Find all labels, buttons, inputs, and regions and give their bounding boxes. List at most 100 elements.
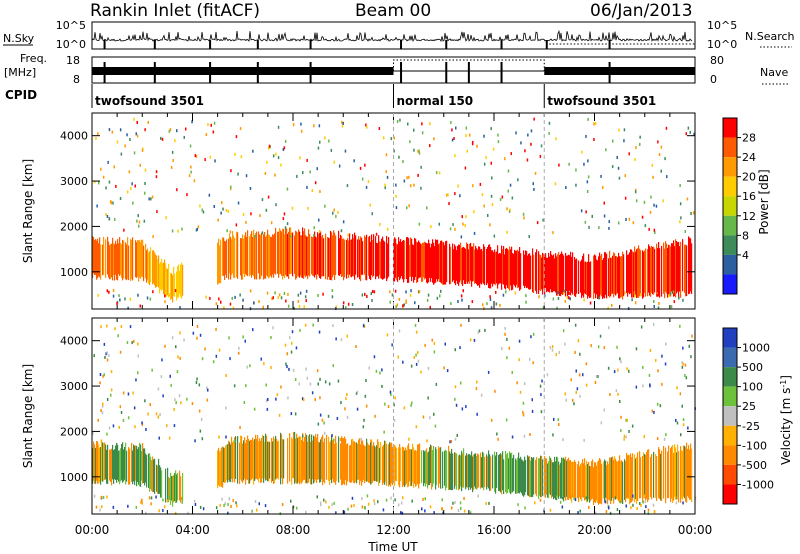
rti-echo-column: [109, 449, 111, 481]
rti-scatter-point: [263, 362, 265, 366]
rti-scatter-point: [319, 413, 322, 417]
rti-scatter-point: [643, 200, 646, 204]
rti-scatter-point: [682, 362, 684, 366]
rti-echo-column: [559, 464, 561, 497]
rti-echo-column: [459, 244, 461, 283]
rti-scatter-point: [433, 341, 436, 345]
rti-echo-column: [299, 231, 301, 278]
rti-near-range-point: [429, 505, 432, 509]
rti-echo-column: [252, 237, 254, 275]
rti-echo-column: [351, 439, 353, 483]
rti-echo-column: [154, 458, 156, 494]
rti-echo-column: [651, 454, 653, 500]
rti-echo-column: [449, 243, 451, 285]
rti-echo-column: [549, 456, 551, 494]
rti-scatter-point: [139, 163, 141, 167]
rti-echo-column: [154, 252, 156, 286]
rti-near-range-point: [402, 304, 404, 308]
rti-echo-column: [180, 476, 182, 503]
rti-scatter-point: [365, 379, 367, 383]
rti-scatter-point: [243, 401, 246, 404]
rti-echo-column: [515, 458, 517, 494]
rti-echo-column: [146, 250, 148, 283]
rti-scatter-point: [491, 203, 494, 206]
rti-scatter-point: [450, 121, 452, 124]
rti-echo-column: [159, 263, 161, 294]
rti-scatter-point: [346, 415, 349, 419]
rti-echo-column: [110, 244, 112, 280]
rti-echo-column: [176, 474, 178, 503]
rti-scatter-point: [653, 410, 655, 414]
rti-echo-column: [510, 453, 512, 495]
cpid-segment-label: twofsound 3501: [547, 94, 656, 108]
velocity-data: [92, 322, 697, 516]
rti-near-range-point: [251, 509, 253, 513]
rti-echo-column: [536, 457, 538, 497]
rti-near-range-point: [594, 511, 597, 515]
rti-echo-column: [404, 240, 406, 280]
rti-echo-column: [222, 446, 224, 488]
rti-scatter-point: [340, 229, 343, 233]
rti-echo-column: [129, 448, 131, 485]
rti-near-range-point: [614, 496, 617, 500]
rti-scatter-point: [635, 347, 638, 351]
velocity-cbar-label: Velocity [m s-1]: [779, 375, 794, 465]
rti-scatter-point: [137, 371, 139, 375]
rti-echo-column: [102, 442, 104, 482]
rti-scatter-point: [286, 365, 288, 369]
rti-scatter-point: [369, 203, 371, 207]
rti-scatter-point: [408, 204, 410, 208]
rti-scatter-point: [515, 131, 517, 135]
rti-echo-column: [631, 249, 633, 298]
rti-scatter-point: [132, 201, 134, 205]
rti-scatter-point: [164, 344, 166, 348]
rti-scatter-point: [579, 394, 581, 398]
rti-near-range-point: [342, 301, 345, 305]
rti-near-range-point: [135, 505, 138, 509]
rti-echo-column: [105, 444, 107, 480]
rti-scatter-point: [455, 126, 457, 130]
rti-scatter-point: [656, 437, 659, 440]
rti-near-range-point: [277, 296, 279, 300]
rti-echo-column: [153, 459, 155, 492]
rti-echo-column: [600, 459, 602, 504]
rti-scatter-point: [346, 334, 348, 338]
rti-near-range-point: [361, 293, 364, 297]
rti-echo-column: [677, 444, 679, 497]
rti-scatter-point: [433, 137, 435, 141]
rti-echo-column: [597, 260, 599, 299]
rti-near-range-point: [639, 502, 641, 505]
rti-echo-column: [688, 236, 690, 295]
rti-echo-column: [489, 244, 491, 289]
rti-scatter-point: [657, 369, 659, 373]
rti-near-range-point: [632, 494, 634, 498]
rti-scatter-point: [477, 330, 480, 334]
rti-echo-column: [226, 239, 228, 278]
rti-near-range-point: [234, 295, 236, 299]
rti-scatter-point: [490, 418, 493, 422]
rti-scatter-point: [417, 351, 419, 355]
rti-scatter-point: [131, 341, 133, 345]
rti-echo-column: [637, 248, 639, 298]
rti-echo-column: [606, 465, 608, 500]
rti-echo-column: [451, 448, 453, 491]
rti-near-range-point: [145, 511, 147, 515]
rti-scatter-point: [237, 201, 240, 205]
rti-scatter-point: [105, 186, 107, 190]
rti-echo-column: [417, 242, 419, 282]
rti-near-range-point: [108, 290, 110, 294]
rti-near-range-point: [605, 510, 608, 514]
rti-scatter-point: [101, 404, 104, 408]
rti-echo-column: [541, 257, 543, 290]
rti-echo-column: [467, 455, 469, 488]
rti-echo-column: [644, 250, 646, 293]
rti-echo-column: [371, 439, 373, 484]
rti-scatter-point: [268, 144, 271, 148]
rti-echo-column: [542, 459, 544, 496]
rti-echo-column: [226, 444, 228, 481]
rti-echo-column: [440, 240, 442, 283]
rti-echo-column: [318, 441, 320, 480]
rti-scatter-point: [438, 171, 441, 175]
colorbar-swatch: [723, 367, 737, 387]
rti-echo-column: [128, 245, 130, 281]
